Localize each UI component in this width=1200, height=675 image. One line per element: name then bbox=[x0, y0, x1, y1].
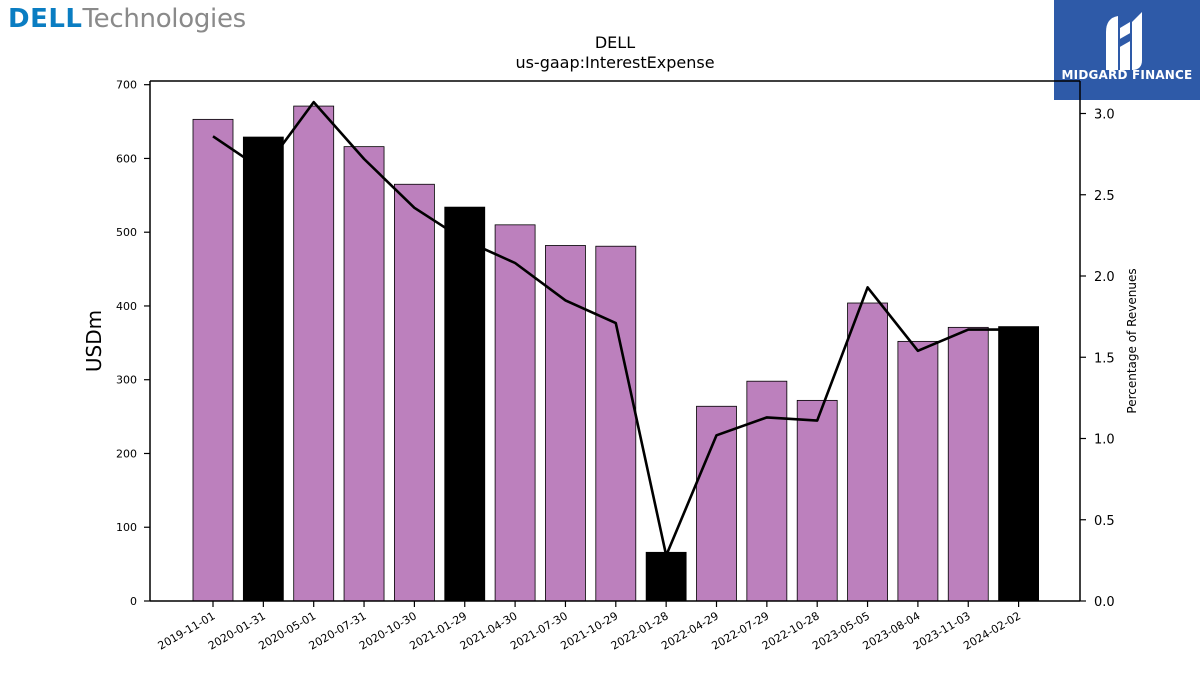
bar-2021-01-29 bbox=[444, 206, 486, 602]
y-tick-label: 100 bbox=[116, 521, 137, 534]
y-tick-label: 0 bbox=[130, 595, 137, 608]
bar-2020-10-30 bbox=[393, 183, 435, 602]
chart-title: DELL bbox=[595, 33, 635, 52]
bar-2023-05-05 bbox=[847, 302, 888, 602]
y-tick-label: 300 bbox=[116, 374, 137, 387]
y2-axis-label: Percentage of Revenues bbox=[1125, 268, 1139, 413]
bar-2020-05-01 bbox=[293, 105, 335, 602]
bar-2022-07-29 bbox=[746, 380, 788, 602]
y-tick-label: 200 bbox=[116, 447, 137, 460]
midgard-finance-wordmark: MIDGARD FINANCE bbox=[1061, 68, 1193, 82]
bar-2023-11-03 bbox=[947, 326, 989, 602]
bar-2019-11-01 bbox=[192, 118, 234, 602]
y-axis-label: USDm bbox=[82, 310, 106, 372]
y2-tick-label: 0.5 bbox=[1094, 514, 1115, 529]
x-tick-label: 2024-02-02 bbox=[961, 609, 1023, 652]
y-tick-label: 700 bbox=[116, 79, 137, 92]
y2-tick-label: 2.5 bbox=[1094, 189, 1115, 204]
y2-tick-label: 3.0 bbox=[1094, 108, 1115, 123]
y2-tick-label: 1.0 bbox=[1094, 433, 1115, 448]
bar-2022-04-29 bbox=[696, 405, 737, 602]
bar-2020-01-31 bbox=[242, 136, 284, 602]
x-axis-ticks: 2019-11-012020-01-312020-05-012020-07-31… bbox=[156, 601, 1023, 653]
bar-2022-10-28 bbox=[796, 399, 838, 602]
right-axis-ticks: 0.0 0.5 1.0 1.5 2.0 2.5 3.0 bbox=[1080, 108, 1115, 610]
y-tick-label: 400 bbox=[116, 300, 137, 313]
bar-2021-07-30 bbox=[545, 245, 586, 602]
percentage-of-revenues-line bbox=[212, 100, 1019, 557]
bars-group bbox=[192, 105, 1039, 602]
y-tick-label: 600 bbox=[116, 152, 137, 165]
bar-2020-07-31 bbox=[343, 146, 385, 602]
dell-logo-brand: DELL bbox=[8, 4, 83, 34]
bar-2021-10-29 bbox=[595, 245, 637, 602]
bar-2021-04-30 bbox=[494, 224, 536, 602]
left-axis-ticks: 0 100 200 300 400 500 600 700 bbox=[116, 79, 150, 608]
y-tick-label: 500 bbox=[116, 226, 137, 239]
bar-2023-08-04 bbox=[897, 340, 939, 602]
midgard-finance-logo: MIDGARD FINANCE bbox=[1054, 0, 1200, 100]
y2-tick-label: 0.0 bbox=[1094, 595, 1115, 610]
bar-2022-01-28 bbox=[645, 551, 687, 602]
dell-technologies-logo: DELLTechnologies bbox=[8, 2, 246, 36]
chart-subtitle: us-gaap:InterestExpense bbox=[515, 53, 714, 72]
y2-tick-label: 2.0 bbox=[1094, 270, 1115, 285]
bar-2024-02-02 bbox=[998, 326, 1039, 602]
dell-logo-subtitle: Technologies bbox=[82, 4, 246, 34]
midgard-emblem-icon bbox=[1106, 12, 1142, 70]
y2-tick-label: 1.5 bbox=[1094, 351, 1115, 366]
